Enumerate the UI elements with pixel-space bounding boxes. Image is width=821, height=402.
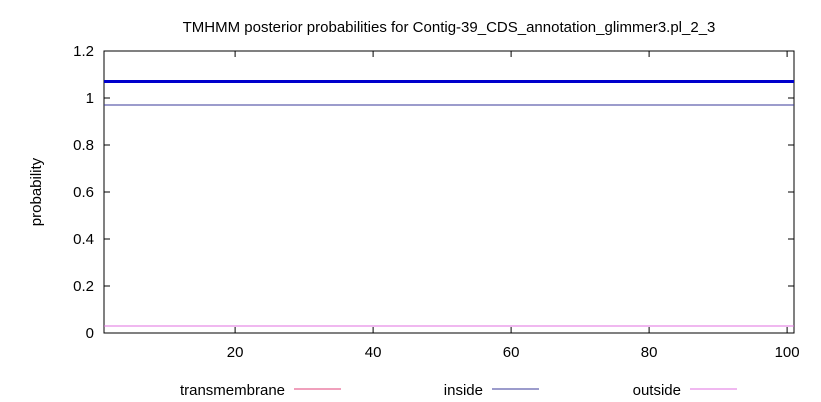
- legend-label-inside: inside: [444, 382, 483, 399]
- plot-area: [103, 50, 795, 334]
- y-tick-label: 0.2: [73, 278, 94, 295]
- x-tick-label: 80: [641, 344, 658, 361]
- legend-label-transmembrane: transmembrane: [180, 382, 285, 399]
- y-tick-label: 0.6: [73, 184, 94, 201]
- y-tick-label: 0.4: [73, 231, 94, 248]
- plot-frame: [103, 50, 795, 334]
- y-axis-label: probability: [28, 157, 45, 226]
- x-tick-label: 60: [503, 344, 520, 361]
- y-tick-label: 0: [86, 325, 94, 342]
- y-tick-label: 0.8: [73, 137, 94, 154]
- legend-label-outside: outside: [633, 382, 681, 399]
- y-tick-label: 1.2: [73, 43, 94, 60]
- x-axis-ticks: 20 40 60 80 100: [227, 51, 800, 361]
- legend: transmembrane inside outside: [180, 382, 737, 399]
- x-tick-label: 40: [365, 344, 382, 361]
- chart-title: TMHMM posterior probabilities for Contig…: [183, 19, 716, 36]
- y-tick-label: 1: [86, 90, 94, 107]
- y-axis-ticks: 0 0.2 0.4 0.6 0.8 1 1.2: [73, 43, 794, 342]
- x-tick-label: 20: [227, 344, 244, 361]
- x-tick-label: 100: [775, 344, 800, 361]
